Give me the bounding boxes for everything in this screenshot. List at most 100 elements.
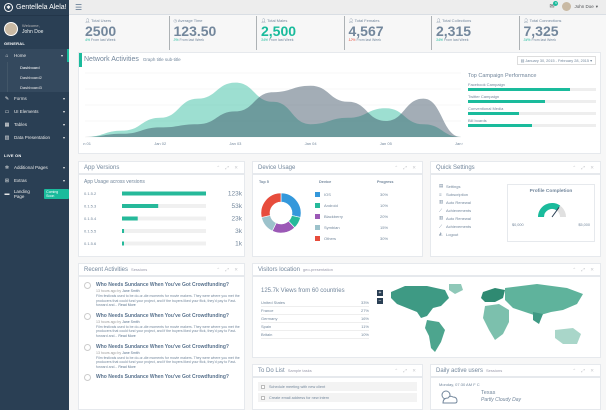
tile-label: 👤︎ Total Males (261, 18, 340, 23)
todo-checkbox[interactable] (261, 384, 265, 389)
campaign-track (468, 112, 596, 115)
network-subtitle: Graph title sub-title (142, 57, 181, 62)
bar-chart-icon: ▥ (439, 215, 444, 220)
user-avatar[interactable] (562, 2, 572, 11)
qs-logout[interactable]: ◭ Logout (439, 230, 499, 238)
legend-pct: 30% (380, 192, 389, 197)
chevron-down-icon[interactable]: ▾ (595, 3, 598, 9)
read-more-link[interactable]: Read More (118, 364, 136, 369)
qs-label: Subscription (446, 191, 469, 197)
temp-unit-toggle[interactable]: F C (473, 382, 480, 387)
list-item: Schedule meeting with new client (258, 382, 417, 391)
network-area-chart: Jan 01 Jan 02 Jan 03 Jan 04 Jan 05 Jan 06 (83, 72, 463, 146)
panel-controls[interactable]: ⌃ ⤢ ✕ (394, 368, 418, 373)
panel-title-text: Recent Activities (84, 266, 129, 273)
read-more-link[interactable]: Read More (118, 333, 136, 338)
activity-title[interactable]: Who Needs Sundance When You've Got Crowd… (96, 312, 229, 319)
envelope-icon[interactable]: ✉ 6 (549, 1, 559, 10)
submenu-dashboard[interactable]: Dashboard (7, 62, 69, 72)
tile-label: 👤︎ Total Females (349, 18, 428, 23)
panel-title: Recent Activities Sessions ⌃ ⤢ ✕ (79, 264, 244, 277)
qs-auto-renewal[interactable]: ▥ Auto Renewal (439, 198, 499, 206)
brand-title: Gentellela Alela! (16, 4, 67, 11)
list-item: Who Needs Sundance When You've Got Crowd… (83, 374, 240, 382)
zoom-out-button[interactable]: − (377, 298, 383, 304)
x-tick-label: Jan 02 (154, 141, 167, 146)
user-icon: 👤︎ (523, 18, 530, 23)
legend-row: Symbian 15% (315, 222, 415, 233)
author-link[interactable]: Jane Smith (122, 289, 140, 293)
panel-title-text: Visitors location (258, 266, 300, 273)
activity-title[interactable]: Who Needs Sundance When You've Got Crowd… (96, 374, 229, 381)
chevron-down-icon: ▾ (590, 59, 592, 63)
world-map[interactable] (387, 282, 599, 356)
legend-label: Others (324, 236, 337, 241)
tile-average-time: ◷ Average Time 123.50 3% From last Week (168, 16, 257, 50)
accent-bar (79, 53, 82, 67)
tile-value: 123.50 (173, 23, 217, 39)
brand[interactable]: ✱ Gentellela Alela! (0, 0, 69, 16)
avatar (4, 22, 18, 36)
panel-controls[interactable]: ⌃ ⤢ ✕ (216, 165, 240, 170)
qs-subscription[interactable]: ≡ Subscription (439, 190, 499, 198)
sidebar-item-additional-pages[interactable]: ✲ Additional Pages ▾ (0, 161, 69, 174)
bar-value-label: 23k (232, 216, 242, 223)
qs-auto-renewal[interactable]: ▥ Auto Renewal (439, 214, 499, 222)
bars-icon: ≡ (439, 191, 442, 197)
zoom-in-button[interactable]: + (377, 290, 383, 296)
todo-list: Schedule meeting with new client Create … (253, 378, 422, 408)
panel-controls[interactable]: ⌃ ⤢ ✕ (572, 165, 596, 170)
qs-achievements[interactable]: ⟋ Achievements (439, 222, 499, 230)
user-menu[interactable]: John Doe (574, 4, 594, 9)
submenu-dashboard2[interactable]: Dashboard2 (7, 72, 69, 82)
greenland-shape (449, 284, 463, 294)
legend-row: IOS 30% (315, 189, 415, 200)
activity-title[interactable]: Who Needs Sundance When You've Got Crowd… (96, 282, 229, 288)
visitors-heading: 125.7k Views from 60 countries (261, 288, 345, 294)
campaign-item: Bill boards (468, 118, 596, 127)
list-item: Who Needs Sundance When You've Got Crowd… (83, 282, 240, 308)
legend-label: IOS (324, 192, 331, 197)
campaign-track (468, 88, 596, 91)
excerpt: Film festivals used to be do-or-die mome… (96, 324, 240, 338)
sidebar-item-forms[interactable]: ✎ Forms ▾ (0, 92, 69, 105)
read-more-link[interactable]: Read More (118, 303, 136, 308)
panel-controls[interactable]: ⌃ ⤢ ✕ (572, 267, 596, 272)
sidebar-item-landing-page[interactable]: ▬ Landing Page Coming Soon (0, 187, 69, 200)
legend-pct: 30% (380, 236, 389, 241)
panel-controls[interactable]: ⌃ ⤢ ✕ (394, 165, 418, 170)
tile-label-text: Average Time (177, 18, 203, 23)
table-row: Spain 11% (261, 323, 369, 331)
qs-achievements[interactable]: ⟋ Achievements (439, 206, 499, 214)
panel-controls[interactable]: ⌃ ⤢ ✕ (572, 368, 596, 373)
line-chart-icon: ⟋ (439, 207, 443, 213)
panel-controls[interactable]: ⌃ ⤢ ✕ (216, 267, 240, 272)
todo-checkbox[interactable] (261, 395, 265, 400)
network-activities-panel: Network Activities Graph title sub-title… (78, 52, 601, 154)
sidebar-item-home[interactable]: ⌂ Home ▾ (0, 49, 69, 62)
sidebar: ✱ Gentellela Alela! Welcome, John Doe GE… (0, 0, 69, 410)
sidebar-item-extras[interactable]: ⊞ Extras ▾ (0, 174, 69, 187)
sidebar-item-label: Additional Pages (14, 165, 48, 170)
country-name: United States (261, 300, 286, 305)
top-nav-right: ✉ 6 John Doe ▾ (549, 1, 598, 11)
sidebar-item-ui-elements[interactable]: ▭ UI Elements ▾ (0, 105, 69, 118)
sidebar-item-data-presentation[interactable]: ▥ Data Presentation ▾ (0, 131, 69, 144)
windows-icon: ⊞ (4, 177, 10, 184)
col-device: Device (319, 180, 332, 184)
byline-text: 13 hours ago by (96, 289, 122, 293)
chevron-down-icon: ▾ (62, 178, 65, 183)
bar-value-label: 1k (235, 241, 242, 248)
date-range-picker[interactable]: ▤ January 30, 2015 - February 28, 2015 ▾ (516, 56, 596, 65)
tile-label: 👤︎ Total Connections (524, 18, 603, 23)
author-link[interactable]: Jane Smith (122, 319, 140, 324)
qs-settings[interactable]: ▤ Settings (439, 182, 499, 190)
section-general: GENERAL (4, 41, 25, 46)
submenu-dashboard3[interactable]: Dashboard3 (7, 82, 69, 92)
legend-row: Others 30% (315, 233, 415, 244)
menu-toggle-icon[interactable]: ☰ (75, 3, 83, 12)
author-link[interactable]: Jane Smith (122, 350, 140, 355)
activity-title[interactable]: Who Needs Sundance When You've Got Crowd… (96, 343, 229, 350)
app-usage-heading: App Usage across versions (84, 179, 145, 185)
sidebar-item-tables[interactable]: ▦ Tables ▾ (0, 118, 69, 131)
